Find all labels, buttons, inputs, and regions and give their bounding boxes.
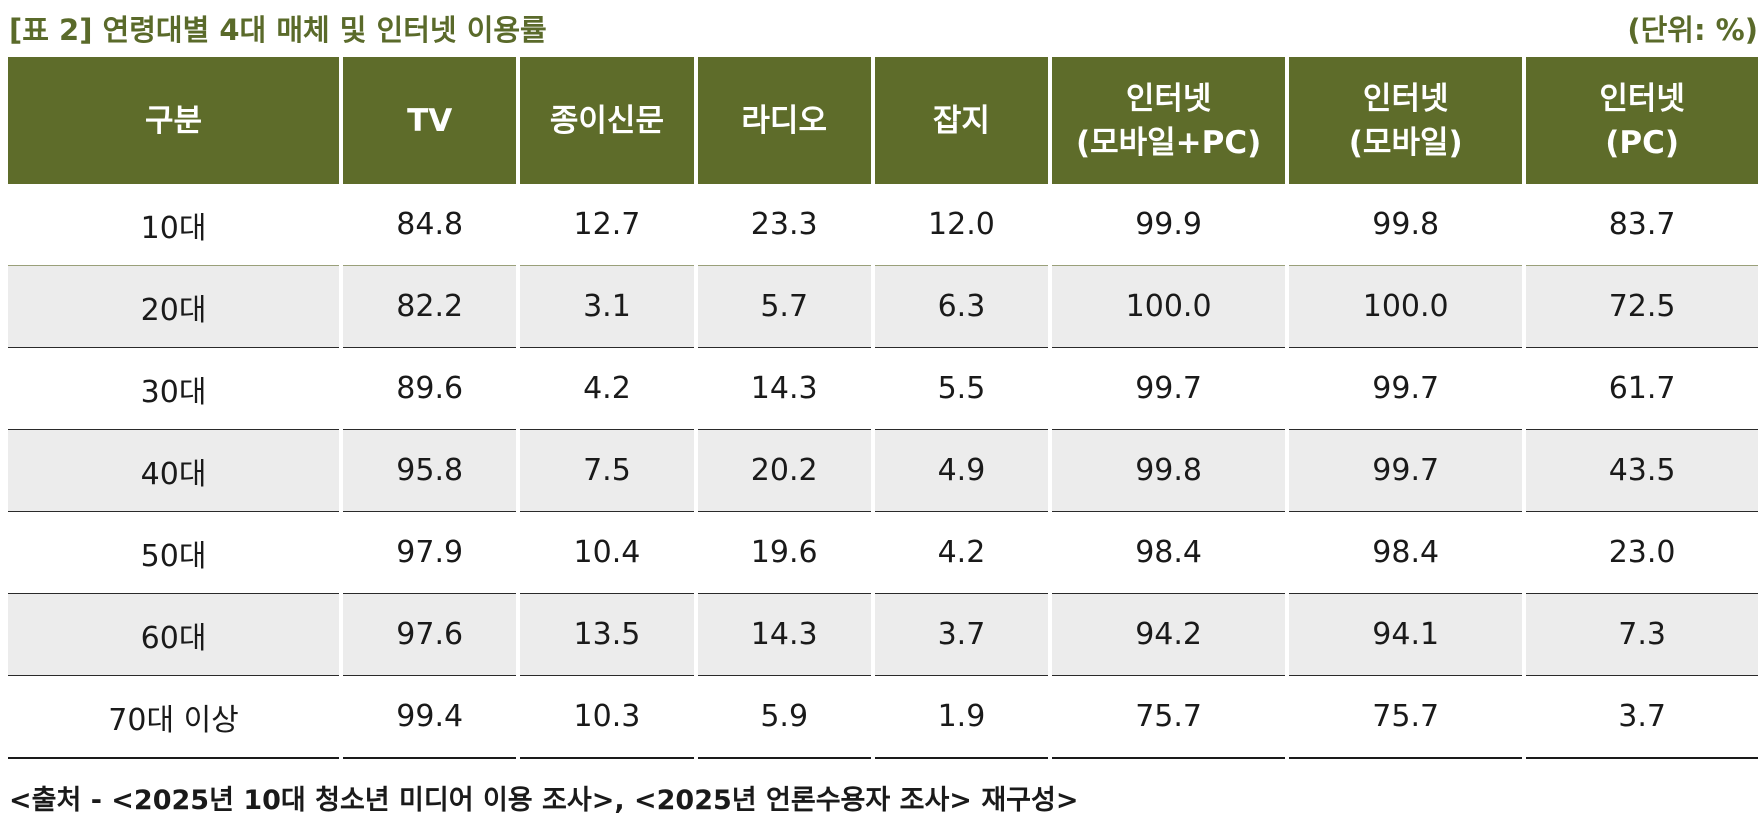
value-cell: 84.8 <box>341 184 521 266</box>
value-cell: 7.3 <box>1524 593 1758 676</box>
value-cell: 5.7 <box>695 265 875 348</box>
column-header-line2: (모바일+PC) <box>1075 124 1262 161</box>
value-cell: 99.7 <box>1287 347 1527 430</box>
value-cell: 7.5 <box>518 429 698 512</box>
value-cell: 72.5 <box>1524 265 1758 348</box>
value-cell: 82.2 <box>341 265 521 348</box>
value-cell: 13.5 <box>518 593 698 676</box>
row-label-cell: 40대 <box>8 429 344 512</box>
value-cell: 43.5 <box>1524 429 1758 512</box>
value-cell: 94.1 <box>1287 593 1527 676</box>
row-label-cell: 60대 <box>8 593 344 676</box>
column-header: 라디오 <box>695 57 875 184</box>
column-header: 인터넷 (모바일) <box>1287 57 1527 184</box>
value-cell: 97.9 <box>341 511 521 594</box>
value-cell: 98.4 <box>1287 511 1527 594</box>
value-cell: 75.7 <box>1287 675 1527 759</box>
value-cell: 99.7 <box>1287 429 1527 512</box>
value-cell: 4.9 <box>872 429 1053 512</box>
value-cell: 1.9 <box>872 675 1053 759</box>
column-header-line1: 종이신문 <box>549 102 664 139</box>
value-cell: 97.6 <box>341 593 521 676</box>
value-cell: 4.2 <box>872 511 1053 594</box>
source-note: <출처 - <2025년 10대 청소년 미디어 이용 조사>, <2025년 … <box>9 785 1079 816</box>
value-cell: 10.4 <box>518 511 698 594</box>
value-cell: 12.0 <box>872 184 1053 266</box>
value-cell: 10.3 <box>518 675 698 759</box>
value-cell: 5.5 <box>872 347 1053 430</box>
column-header-line2: (PC) <box>1605 124 1680 161</box>
column-header-line1: 잡지 <box>932 102 990 139</box>
value-cell: 3.7 <box>1524 675 1758 759</box>
value-cell: 95.8 <box>341 429 521 512</box>
value-cell: 98.4 <box>1050 511 1290 594</box>
value-cell: 99.9 <box>1050 184 1290 266</box>
column-header-line1: 라디오 <box>741 102 827 139</box>
value-cell: 19.6 <box>695 511 875 594</box>
table-row: 30대 89.6 4.2 14.3 5.5 99.7 99.7 61.7 <box>8 347 1758 430</box>
value-cell: 61.7 <box>1524 347 1758 430</box>
usage-rate-table: 구분 TV 종이신문 라디오 잡지 인터넷 (모바일+PC) 인터넷 (모바일) 인터넷 (PC) … <box>8 57 1758 759</box>
column-header: 종이신문 <box>518 57 698 184</box>
table-row: 60대 97.6 13.5 14.3 3.7 94.2 94.1 7.3 <box>8 593 1758 676</box>
column-header-line1: 구분 <box>145 102 203 139</box>
value-cell: 23.0 <box>1524 511 1758 594</box>
value-cell: 12.7 <box>518 184 698 266</box>
row-label-cell: 70대 이상 <box>8 675 344 759</box>
column-header-line1: 인터넷 <box>1125 80 1212 117</box>
value-cell: 94.2 <box>1050 593 1290 676</box>
row-label-cell: 50대 <box>8 511 344 594</box>
value-cell: 14.3 <box>695 347 875 430</box>
column-header: 인터넷 (모바일+PC) <box>1050 57 1290 184</box>
column-header-line1: 인터넷 <box>1599 80 1685 117</box>
value-cell: 75.7 <box>1050 675 1290 759</box>
value-cell: 99.8 <box>1050 429 1290 512</box>
data-table-container: 구분 TV 종이신문 라디오 잡지 인터넷 (모바일+PC) 인터넷 (모바일) 인터넷 (PC) … <box>8 57 1758 759</box>
table-row: 70대 이상 99.4 10.3 5.9 1.9 75.7 75.7 3.7 <box>8 675 1758 759</box>
row-label-cell: 10대 <box>8 184 344 266</box>
column-header-line1: 인터넷 <box>1362 80 1449 117</box>
value-cell: 4.2 <box>518 347 698 430</box>
title-row: [표 2] 연령대별 4대 매체 및 인터넷 이용률 (단위: %) <box>9 0 1758 56</box>
value-cell: 99.4 <box>341 675 521 759</box>
unit-label: (단위: %) <box>1627 13 1758 47</box>
value-cell: 20.2 <box>695 429 875 512</box>
value-cell: 14.3 <box>695 593 875 676</box>
value-cell: 89.6 <box>341 347 521 430</box>
table-row: 50대 97.9 10.4 19.6 4.2 98.4 98.4 23.0 <box>8 511 1758 594</box>
row-label-cell: 20대 <box>8 265 344 348</box>
table-row: 20대 82.2 3.1 5.7 6.3 100.0 100.0 72.5 <box>8 265 1758 348</box>
value-cell: 23.3 <box>695 184 875 266</box>
column-header: 인터넷 (PC) <box>1524 57 1758 184</box>
value-cell: 3.7 <box>872 593 1053 676</box>
value-cell: 100.0 <box>1050 265 1290 348</box>
value-cell: 3.1 <box>518 265 698 348</box>
column-header-line1: TV <box>407 102 453 139</box>
column-header: TV <box>341 57 521 184</box>
table-body: 10대 84.8 12.7 23.3 12.0 99.9 99.8 83.7 20대 82.2 3.… <box>8 184 1758 759</box>
value-cell: 99.7 <box>1050 347 1290 430</box>
value-cell: 100.0 <box>1287 265 1527 348</box>
column-header: 잡지 <box>872 57 1053 184</box>
table-title: [표 2] 연령대별 4대 매체 및 인터넷 이용률 <box>9 13 547 47</box>
table-row: 10대 84.8 12.7 23.3 12.0 99.9 99.8 83.7 <box>8 184 1758 266</box>
value-cell: 99.8 <box>1287 184 1527 266</box>
column-header-line2: (모바일) <box>1348 124 1463 161</box>
header-row: 구분 TV 종이신문 라디오 잡지 인터넷 (모바일+PC) 인터넷 (모바일) 인터넷 (PC) <box>8 57 1758 184</box>
value-cell: 83.7 <box>1524 184 1758 266</box>
row-label-cell: 30대 <box>8 347 344 430</box>
value-cell: 6.3 <box>872 265 1053 348</box>
table-row: 40대 95.8 7.5 20.2 4.9 99.8 99.7 43.5 <box>8 429 1758 512</box>
column-header: 구분 <box>8 57 344 184</box>
value-cell: 5.9 <box>695 675 875 759</box>
